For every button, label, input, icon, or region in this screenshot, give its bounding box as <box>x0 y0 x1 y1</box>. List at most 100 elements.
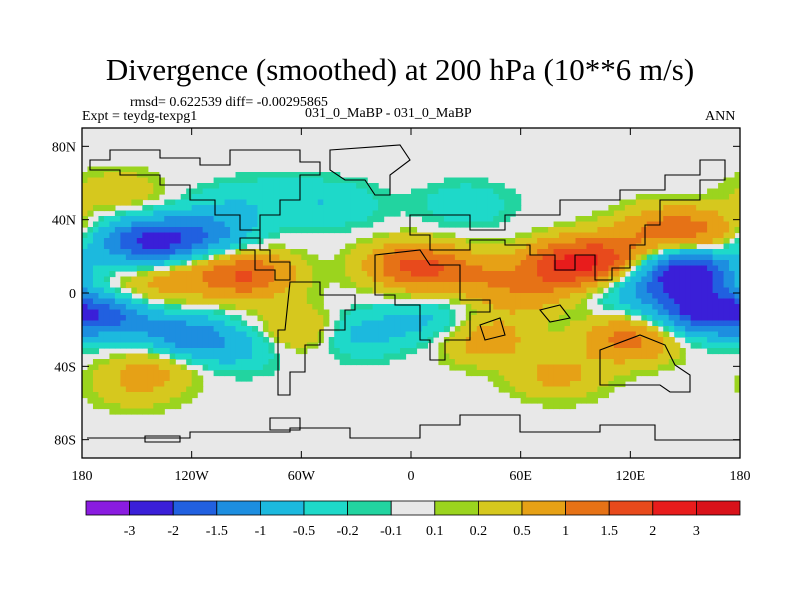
field-cell <box>668 254 675 261</box>
field-cell <box>482 331 489 338</box>
field-cell <box>262 205 270 212</box>
field-cell <box>564 392 571 399</box>
field-cell <box>114 370 121 377</box>
field-cell <box>493 348 500 355</box>
field-cell <box>476 210 483 217</box>
field-cell <box>273 177 280 184</box>
field-cell <box>312 205 319 212</box>
field-cell <box>421 238 429 245</box>
field-cell <box>591 227 599 234</box>
field-cell <box>482 276 489 283</box>
field-cell <box>191 315 198 322</box>
field-cell <box>147 177 154 184</box>
field-cell <box>153 397 160 404</box>
field-cell <box>526 375 533 382</box>
field-cell <box>136 315 143 322</box>
field-cell <box>619 271 626 278</box>
field-cell <box>471 276 478 283</box>
field-cell <box>515 370 522 377</box>
field-cell <box>279 210 286 217</box>
field-cell <box>125 276 132 283</box>
field-cell <box>564 298 571 305</box>
field-cell <box>213 359 220 366</box>
field-cell <box>164 210 171 217</box>
field-cell <box>443 315 450 322</box>
field-cell <box>246 232 253 239</box>
field-cell <box>251 342 259 349</box>
field-cell <box>438 199 445 206</box>
field-cell <box>646 249 653 256</box>
field-cell <box>109 304 116 311</box>
field-cell <box>613 293 620 300</box>
field-cell <box>591 221 599 228</box>
field-cell <box>284 221 291 228</box>
field-cell <box>416 205 423 212</box>
field-cell <box>356 359 363 366</box>
field-cell <box>350 249 357 256</box>
field-cell <box>718 188 725 195</box>
field-cell <box>570 359 577 366</box>
field-cell <box>476 337 483 344</box>
field-cell <box>213 348 220 355</box>
field-cell <box>142 260 149 267</box>
field-cell <box>729 342 736 349</box>
field-cell <box>120 353 127 360</box>
field-cell <box>597 315 604 322</box>
field-cell <box>685 260 692 267</box>
field-cell <box>619 326 626 333</box>
field-cell <box>526 293 533 300</box>
field-cell <box>180 199 187 206</box>
field-cell <box>542 232 549 239</box>
field-cell <box>471 194 478 201</box>
field-cell <box>421 249 429 256</box>
field-cell <box>400 238 407 245</box>
field-cell <box>438 315 445 322</box>
field-cell <box>630 276 637 283</box>
field-cell <box>273 216 280 223</box>
field-cell <box>613 271 620 278</box>
field-cell <box>323 271 330 278</box>
field-cell <box>405 331 412 338</box>
field-cell <box>87 183 94 190</box>
field-cell <box>690 216 697 223</box>
field-cell <box>712 326 719 333</box>
field-cell <box>208 188 215 195</box>
field-cell <box>465 293 472 300</box>
field-cell <box>164 397 171 404</box>
field-cell <box>580 287 588 294</box>
field-cell <box>317 293 324 300</box>
field-cell <box>493 315 500 322</box>
field-cell <box>350 183 357 190</box>
field-cell <box>147 254 154 261</box>
field-cell <box>175 348 182 355</box>
field-cell <box>125 249 132 256</box>
field-cell <box>120 254 127 261</box>
field-cell <box>690 221 697 228</box>
field-cell <box>723 199 730 206</box>
field-cell <box>180 287 187 294</box>
field-cell <box>295 205 302 212</box>
field-cell <box>586 271 593 278</box>
field-cell <box>273 271 280 278</box>
field-cell <box>114 293 121 300</box>
field-cell <box>635 260 642 267</box>
field-cell <box>213 271 220 278</box>
field-cell <box>323 205 330 212</box>
field-cell <box>411 249 418 256</box>
field-cell <box>526 309 533 316</box>
field-cell <box>729 304 736 311</box>
field-cell <box>553 386 560 393</box>
field-cell <box>317 210 324 217</box>
field-cell <box>471 287 478 294</box>
field-cell <box>339 205 346 212</box>
x-tick-label: 60W <box>288 469 316 484</box>
field-cell <box>246 172 253 179</box>
field-cell <box>219 254 226 261</box>
field-cell <box>235 375 242 382</box>
field-cell <box>526 359 533 366</box>
field-cell <box>411 227 418 234</box>
field-cell <box>515 265 522 272</box>
field-cell <box>147 276 154 283</box>
field-cell <box>635 254 642 261</box>
field-cell <box>729 331 736 338</box>
